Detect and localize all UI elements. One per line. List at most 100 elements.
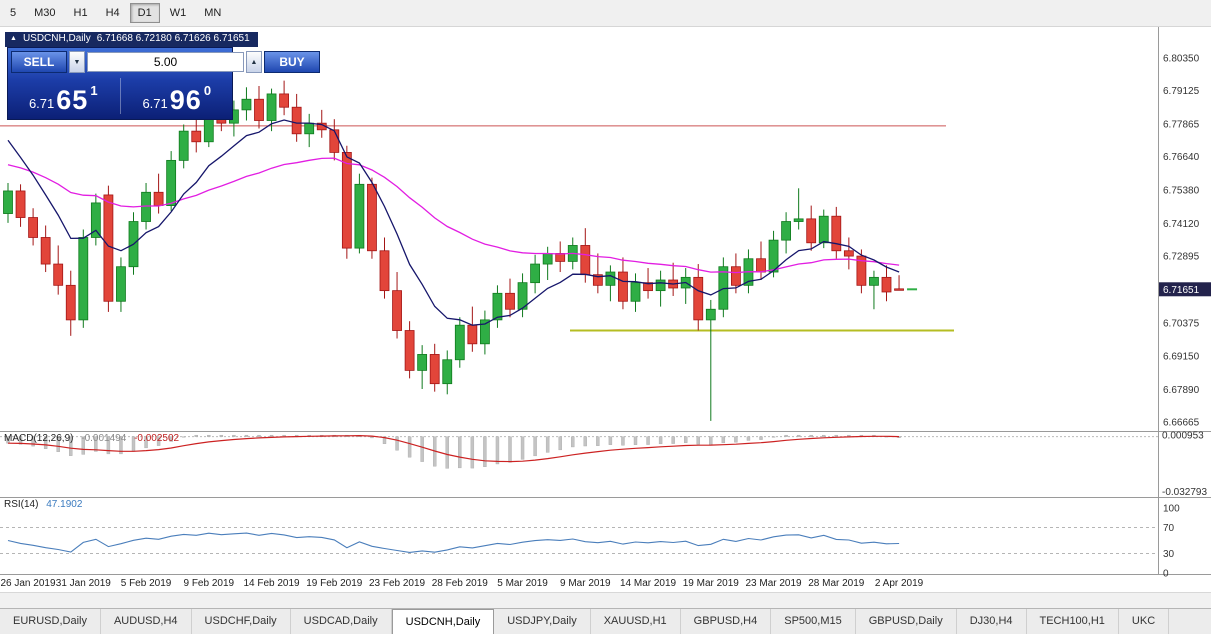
macd-histogram-bar bbox=[633, 436, 638, 445]
macd-histogram-bar bbox=[834, 434, 838, 437]
candle-body bbox=[442, 359, 453, 385]
macd-histogram-bar bbox=[94, 436, 98, 452]
timeframe-d1[interactable]: D1 bbox=[129, 3, 160, 23]
candle-body bbox=[781, 221, 791, 241]
tab-tech100-h1[interactable]: TECH100,H1 bbox=[1027, 609, 1119, 634]
tab-xauusd-h1[interactable]: XAUUSD,H1 bbox=[591, 609, 681, 634]
tab-usdchf-daily[interactable]: USDCHF,Daily bbox=[192, 609, 291, 634]
tab-eurusd-daily[interactable]: EURUSD,Daily bbox=[0, 609, 101, 634]
rsi-indicator-label: RSI(14) 47.1902 bbox=[4, 499, 82, 510]
candle-body bbox=[831, 215, 842, 252]
sell-price-display[interactable]: 6.71 65 1 bbox=[11, 76, 116, 116]
volume-increase-button[interactable]: ▲ bbox=[246, 51, 262, 73]
macd-main-value: -0.001494 bbox=[81, 433, 127, 444]
candle-body bbox=[592, 274, 603, 286]
candle-body bbox=[605, 271, 616, 286]
tab-usdjpy-daily[interactable]: USDJPY,Daily bbox=[494, 609, 591, 634]
macd-histogram-bar bbox=[144, 436, 148, 449]
candle-body bbox=[53, 263, 64, 286]
macd-histogram-bar bbox=[169, 436, 173, 442]
sell-button[interactable]: SELL bbox=[11, 51, 67, 73]
candle-body bbox=[367, 183, 377, 252]
candle-body bbox=[3, 190, 13, 214]
tab-gbpusd-daily[interactable]: GBPUSD,Daily bbox=[856, 609, 957, 634]
rsi-name: RSI(14) bbox=[4, 499, 39, 510]
candle-body bbox=[618, 271, 628, 302]
volume-input[interactable] bbox=[87, 52, 244, 72]
date-axis-label: 5 Mar 2019 bbox=[497, 578, 548, 589]
macd-histogram-bar bbox=[395, 436, 399, 451]
price-tick-label: 6.75380 bbox=[1163, 186, 1200, 197]
collapse-icon[interactable]: ▲ bbox=[10, 35, 17, 42]
macd-histogram-bar bbox=[646, 436, 650, 445]
macd-histogram-bar bbox=[483, 436, 487, 467]
candle-body bbox=[768, 239, 779, 273]
timeframe-h1[interactable]: H1 bbox=[65, 3, 96, 23]
candle-body bbox=[429, 354, 440, 385]
timeframe-mn[interactable]: MN bbox=[196, 3, 230, 23]
macd-histogram-bar bbox=[520, 436, 525, 460]
candle-body bbox=[580, 245, 591, 276]
macd-histogram-bar bbox=[69, 436, 73, 456]
candle-body bbox=[166, 159, 177, 206]
candle-body bbox=[90, 202, 101, 238]
timeframe-w1[interactable]: W1 bbox=[161, 3, 195, 23]
candle-body bbox=[241, 98, 252, 111]
price-tick-label: 6.80350 bbox=[1163, 54, 1200, 65]
macd-histogram-bar bbox=[470, 436, 475, 469]
date-axis-label: 28 Mar 2019 bbox=[808, 578, 865, 589]
macd-scale-bottom-label: -0.032793 bbox=[1162, 487, 1207, 498]
price-tick-label: 6.74120 bbox=[1163, 219, 1200, 230]
macd-histogram-bar bbox=[796, 434, 801, 437]
candle-body bbox=[479, 319, 490, 345]
macd-histogram-bar bbox=[207, 434, 211, 437]
candle-body bbox=[40, 237, 51, 265]
buy-price-big-digits: 96 bbox=[169, 85, 202, 115]
chart-symbol-label: USDCNH,Daily bbox=[22, 33, 91, 44]
tab-gbpusd-h4[interactable]: GBPUSD,H4 bbox=[681, 609, 772, 634]
date-axis-label: 2 Apr 2019 bbox=[875, 578, 924, 589]
timeframe-m30[interactable]: M30 bbox=[26, 3, 64, 23]
tab-dj30-h4[interactable]: DJ30,H4 bbox=[957, 609, 1027, 634]
tab-sp500-m15[interactable]: SP500,M15 bbox=[771, 609, 856, 634]
buy-price-sup-digit: 0 bbox=[203, 83, 212, 98]
macd-histogram-bar bbox=[721, 436, 726, 444]
chart-canvas[interactable]: 6.80350 6.79125 6.77865 6.76640 6.75380 6.741… bbox=[0, 27, 1211, 608]
candle-body bbox=[806, 218, 817, 244]
chart-tab-bar: EURUSD,Daily AUDUSD,H4 USDCHF,Daily USDCAD,… bbox=[0, 608, 1211, 634]
buy-price-display[interactable]: 6.71 96 0 bbox=[125, 76, 230, 116]
volume-decrease-button[interactable]: ▼ bbox=[69, 51, 85, 73]
rsi-axis-label: 70 bbox=[1163, 523, 1175, 534]
sell-price-big-digits: 65 bbox=[56, 85, 89, 115]
candle-body bbox=[191, 130, 202, 143]
date-axis-label: 14 Feb 2019 bbox=[243, 578, 300, 589]
macd-histogram-bar bbox=[420, 436, 424, 462]
tab-audusd-h4[interactable]: AUDUSD,H4 bbox=[101, 609, 192, 634]
horizontal-scroll-strip[interactable] bbox=[0, 592, 1211, 609]
macd-histogram-bar bbox=[495, 436, 500, 465]
macd-histogram-bar bbox=[533, 436, 537, 457]
date-axis-label: 26 Jan 2019 bbox=[0, 578, 55, 589]
macd-histogram-bar bbox=[684, 436, 688, 443]
candle-body bbox=[78, 237, 89, 321]
buy-button[interactable]: BUY bbox=[264, 51, 320, 73]
macd-histogram-bar bbox=[194, 434, 198, 437]
candle-body bbox=[329, 129, 340, 153]
timeframe-5[interactable]: 5 bbox=[2, 3, 25, 23]
macd-indicator-label: MACD(12,26,9) -0.001494 -0.002502 bbox=[4, 433, 179, 444]
tab-usdcad-daily[interactable]: USDCAD,Daily bbox=[291, 609, 392, 634]
macd-histogram-bar bbox=[181, 436, 186, 438]
timeframe-h4[interactable]: H4 bbox=[97, 3, 128, 23]
macd-histogram-bar bbox=[407, 436, 412, 458]
candle-body bbox=[178, 130, 189, 161]
chart-ohlc-label: 6.71668 6.72180 6.71626 6.71651 bbox=[96, 33, 250, 44]
price-divider bbox=[119, 78, 121, 114]
price-badge-label: 6.71651 bbox=[1163, 285, 1200, 296]
macd-histogram-bar bbox=[257, 434, 261, 437]
date-axis-label: 19 Feb 2019 bbox=[306, 578, 363, 589]
macd-histogram-bar bbox=[759, 436, 763, 440]
macd-histogram-bar bbox=[508, 436, 512, 463]
tab-ukc[interactable]: UKC bbox=[1119, 609, 1170, 634]
macd-histogram-bar bbox=[822, 434, 826, 437]
tab-usdcnh-daily[interactable]: USDCNH,Daily bbox=[391, 609, 495, 634]
